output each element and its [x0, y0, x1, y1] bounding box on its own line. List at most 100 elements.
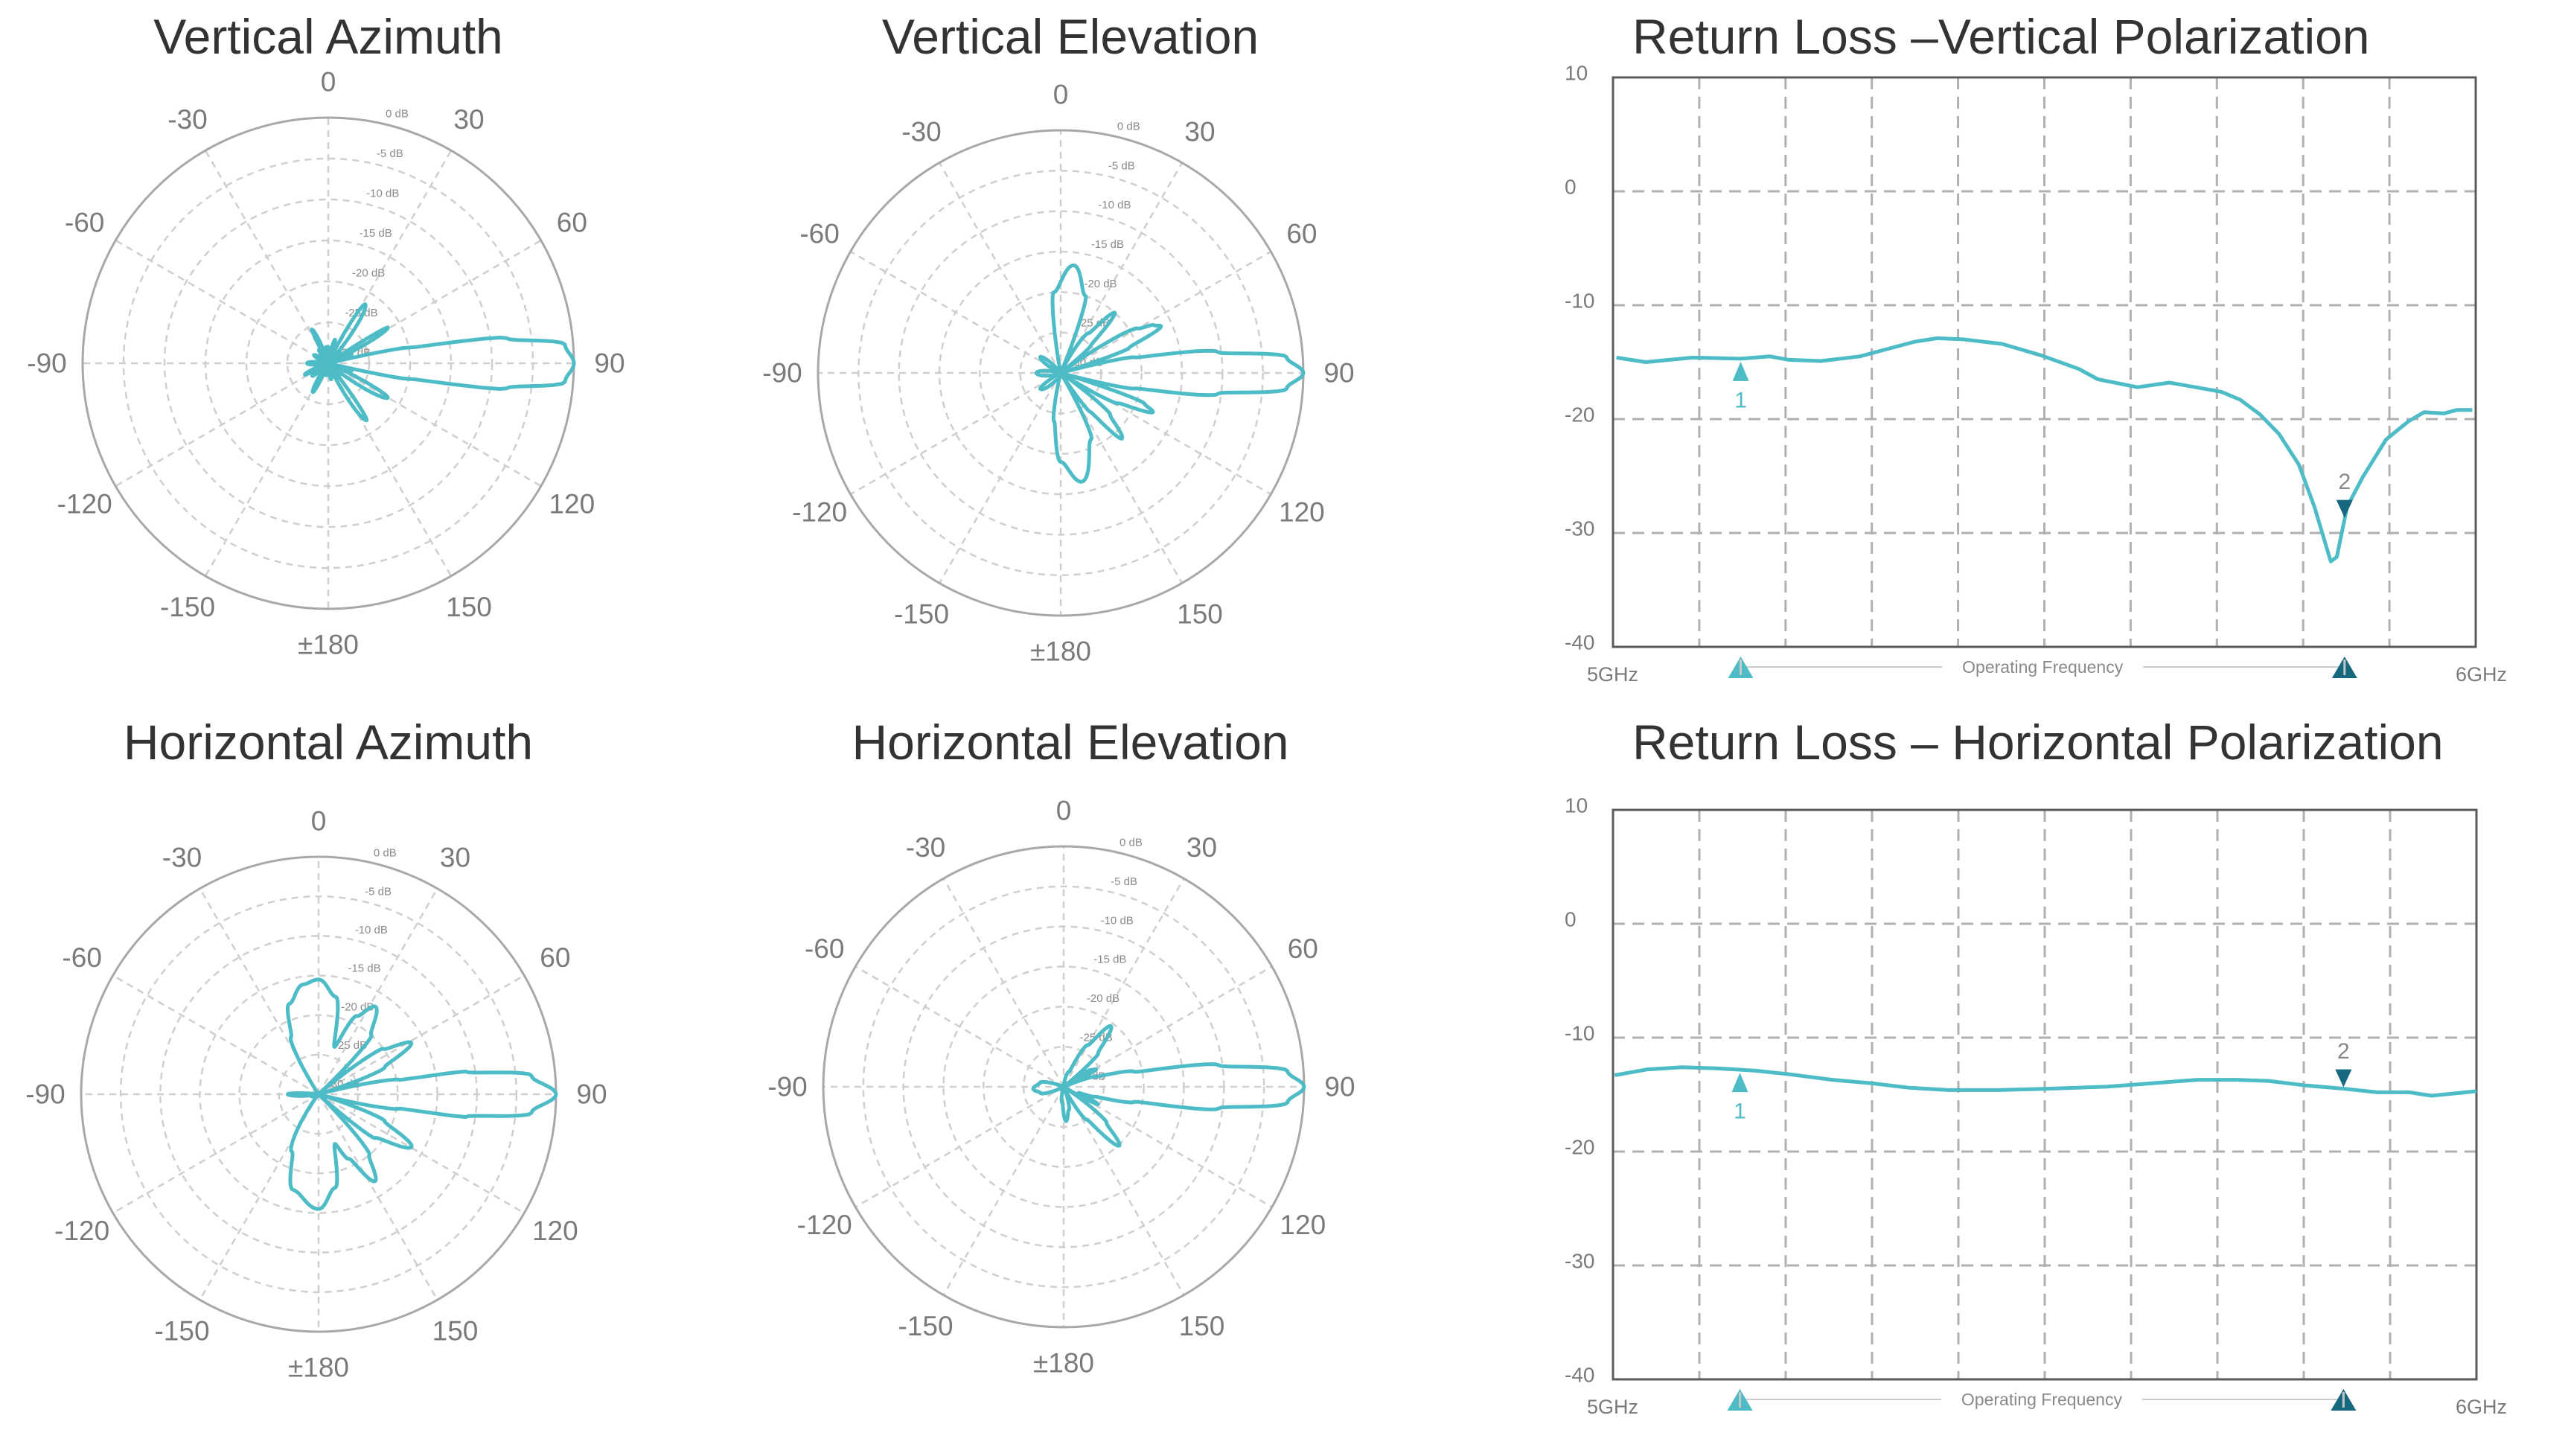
polar-grid-ring	[199, 974, 438, 1214]
angle-tick-label: 0	[1056, 796, 1072, 826]
angle-tick-label: ±180	[298, 630, 359, 660]
angle-tick-label: 150	[1177, 598, 1223, 629]
return-loss-trace	[1614, 1065, 2477, 1098]
angle-tick-label: 30	[453, 104, 484, 135]
angle-tick-label: -120	[797, 1210, 852, 1240]
plot-frame	[1612, 808, 2478, 1381]
radiation-pattern-trace	[302, 302, 576, 423]
y-tick-label: -20	[1565, 403, 1594, 427]
polar-grid-spoke	[855, 1085, 1064, 1208]
x-tick-label-end: 6GHz	[2456, 663, 2507, 686]
angle-tick-label: ±180	[1030, 636, 1091, 667]
angle-tick-label: -150	[154, 1315, 209, 1346]
polar-grid-ring	[119, 895, 518, 1294]
radiation-pattern-trace	[1031, 1024, 1306, 1148]
y-tick-label: -40	[1565, 631, 1594, 654]
angle-tick-label: 90	[1324, 1072, 1355, 1102]
y-tick-label: -30	[1565, 1250, 1594, 1273]
radial-tick-label: 0 dB	[1117, 121, 1140, 133]
y-tick-label: 10	[1565, 794, 1588, 817]
polar-grid-ring	[898, 210, 1224, 536]
radial-tick-label: -15 dB	[348, 962, 380, 975]
polar-grid-spoke	[855, 965, 1064, 1088]
marker-label: 1	[1734, 388, 1747, 412]
vertical-azimuth-title: Vertical Azimuth	[153, 9, 503, 64]
vertical-return-loss-title: Return Loss –Vertical Polarization	[1632, 9, 2370, 64]
angle-tick-label: 60	[1286, 219, 1317, 249]
vertical_azimuth-chart: 0 30 60 90 120 150 ±180 -150 -120 -90 -60 -30 0 dB -5…	[27, 67, 625, 660]
polar-grid-spoke	[850, 250, 1061, 374]
radial-tick-label: -10 dB	[1101, 914, 1134, 927]
radial-tick-label: -5 dB	[365, 885, 392, 898]
angle-tick-label: 90	[1323, 358, 1354, 389]
angle-tick-label: 0	[311, 806, 327, 837]
radiation-pattern-trace	[1034, 264, 1306, 484]
radial-tick-label: -10 dB	[355, 924, 388, 936]
x-axis-label: Operating Frequency	[1962, 657, 2124, 677]
polar-grid-spoke	[115, 239, 329, 365]
angle-tick-label: -30	[162, 843, 202, 873]
marker-label: 2	[2337, 1039, 2350, 1064]
angle-tick-label: -120	[54, 1216, 109, 1246]
radiation-pattern-trace	[286, 977, 558, 1211]
marker-down-icon	[2336, 499, 2353, 518]
polar-grid-spoke	[942, 878, 1065, 1088]
polar-grid-spoke	[204, 363, 330, 577]
angle-tick-label: -90	[27, 348, 66, 379]
angle-tick-label: 150	[432, 1315, 479, 1346]
angle-tick-label: 60	[557, 208, 587, 238]
angle-tick-label: -90	[762, 358, 802, 389]
radial-tick-label: 0 dB	[1119, 837, 1143, 849]
radial-tick-label: -25 dB	[334, 1039, 367, 1052]
radial-tick-label: -10 dB	[1098, 199, 1131, 211]
polar-grid-spoke	[328, 239, 542, 365]
angle-tick-label: -60	[799, 219, 839, 249]
polar-grid-spoke	[204, 150, 330, 364]
angle-tick-label: 90	[594, 348, 625, 379]
polar-grid-spoke	[317, 1093, 438, 1300]
horizontal_azimuth-chart: 0 30 60 90 120 150 ±180 -150 -120 -90 -60 -30 0 dB -5…	[25, 806, 607, 1383]
angle-tick-label: 30	[1184, 117, 1215, 147]
angle-tick-label: -150	[894, 598, 949, 629]
polar-grid-spoke	[328, 362, 542, 488]
angle-tick-label: 120	[1280, 1210, 1326, 1240]
x-tick-label-end: 6GHz	[2456, 1396, 2507, 1418]
polar-grid-spoke	[938, 372, 1062, 584]
angle-tick-label: 150	[446, 592, 492, 622]
polar-grid-spoke	[850, 371, 1061, 496]
angle-tick-label: -150	[898, 1311, 953, 1341]
polar-grid-ring	[163, 198, 494, 529]
horizontal-elevation-title: Horizontal Elevation	[852, 715, 1289, 770]
angle-tick-label: -150	[160, 592, 215, 622]
polar-grid-ring	[983, 1006, 1145, 1168]
angle-tick-label: 0	[321, 67, 336, 98]
y-tick-label: -10	[1565, 1022, 1594, 1045]
angle-tick-label: -60	[65, 208, 104, 238]
polar-grid-spoke	[938, 162, 1062, 374]
horizontal_elevation-chart: 0 30 60 90 120 150 ±180 -150 -120 -90 -60 -30 0 dB -5…	[767, 796, 1355, 1379]
radial-tick-label: -15 dB	[1091, 238, 1124, 251]
polar-grid-spoke	[318, 974, 525, 1096]
polar-grid-spoke	[1062, 878, 1185, 1088]
angle-tick-label: ±180	[288, 1353, 349, 1383]
x-tick-label-start: 5GHz	[1587, 1396, 1638, 1418]
marker-label: 2	[2338, 470, 2351, 494]
angle-tick-label: 90	[576, 1079, 607, 1110]
y-tick-label: -20	[1565, 1136, 1594, 1159]
radial-tick-label: -5 dB	[1111, 875, 1137, 888]
horizontal-return-loss-title: Return Loss – Horizontal Polarization	[1632, 715, 2444, 770]
y-tick-label: -40	[1565, 1364, 1594, 1387]
radial-tick-label: -15 dB	[360, 227, 392, 240]
polar-grid-spoke	[942, 1086, 1065, 1296]
polar-grid-spoke	[1063, 1085, 1273, 1208]
marker-label: 1	[1734, 1099, 1746, 1124]
polar-grid-spoke	[1062, 1086, 1185, 1296]
angle-tick-label: -120	[57, 489, 112, 520]
return-loss-trace	[1616, 336, 2473, 563]
y-tick-label: -10	[1565, 290, 1594, 313]
marker-up-icon	[1731, 1073, 1748, 1093]
radial-tick-label: -20 dB	[1084, 278, 1117, 290]
angle-tick-label: -60	[805, 933, 844, 964]
angle-tick-label: -90	[25, 1079, 65, 1110]
